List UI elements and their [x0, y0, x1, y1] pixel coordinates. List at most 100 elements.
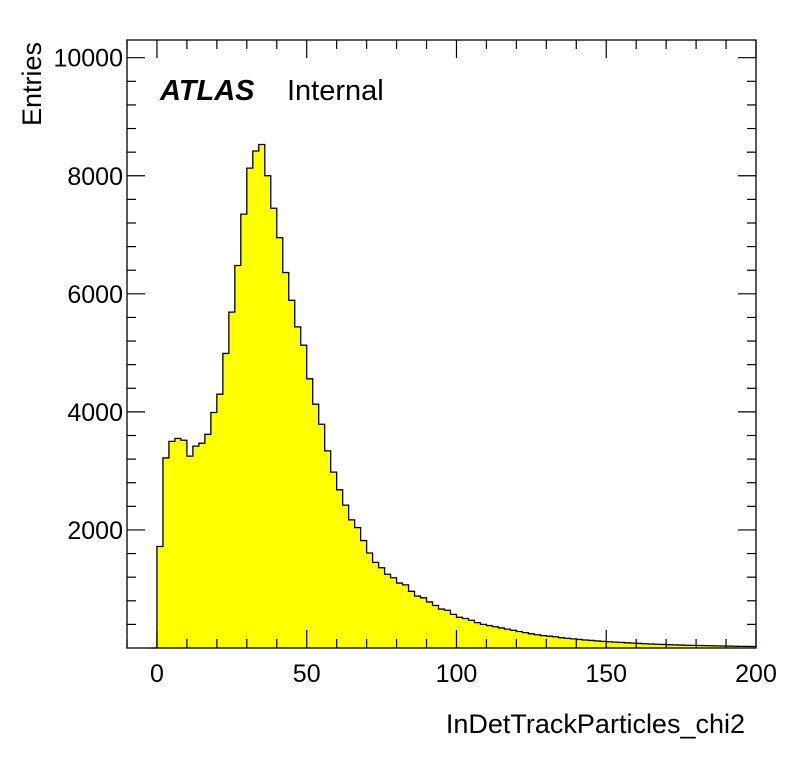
histogram-bin — [324, 450, 332, 648]
histogram-bin — [516, 631, 523, 648]
histogram-bin — [372, 562, 379, 648]
histogram-outline — [150, 143, 756, 649]
histogram-bin — [168, 441, 176, 648]
histogram-bin — [336, 489, 344, 648]
histogram-bin — [630, 643, 637, 648]
histogram-bin — [618, 642, 625, 648]
histogram-bin — [696, 645, 703, 648]
histogram-bin — [330, 472, 338, 648]
histogram-bin — [510, 630, 517, 648]
histogram-bin — [480, 624, 487, 648]
x-tick-label: 50 — [293, 660, 321, 688]
histogram-bin — [594, 640, 601, 648]
histogram-bin — [648, 643, 655, 648]
y-tick-label: 4000 — [67, 399, 123, 427]
histogram-bin — [642, 643, 649, 648]
histogram-bin — [360, 540, 368, 648]
histogram-bin — [738, 646, 745, 648]
histogram-bin — [750, 646, 757, 648]
histogram-bin — [732, 646, 739, 648]
histogram-bin — [156, 546, 164, 648]
histogram-bin — [462, 618, 469, 648]
histogram-bin — [204, 434, 212, 648]
histogram-bin — [384, 574, 391, 648]
histogram-bin — [420, 597, 427, 648]
histogram-bin — [306, 378, 314, 648]
histogram-bin — [396, 583, 403, 648]
histogram-bin — [216, 394, 224, 648]
histogram-bars — [156, 144, 757, 649]
plot-frame — [126, 39, 757, 649]
histogram-bin — [564, 638, 571, 648]
histogram-bin — [492, 626, 499, 648]
histogram-bin — [414, 596, 421, 648]
histogram-bin — [684, 645, 691, 648]
histogram-bin — [276, 237, 284, 649]
histogram-bin — [474, 622, 481, 648]
histogram-bin — [558, 637, 565, 648]
histogram-bin — [186, 456, 194, 648]
internal-label: Internal — [287, 75, 384, 107]
x-tick-label: 200 — [735, 660, 777, 688]
histogram-bin — [522, 632, 529, 648]
histogram-bin — [342, 505, 350, 648]
histogram-bin — [198, 443, 206, 648]
histogram-bin — [612, 642, 619, 648]
histogram-bin — [366, 552, 374, 648]
y-tick-label: 2000 — [67, 517, 123, 545]
x-tick-label: 0 — [150, 660, 164, 688]
histogram-bin — [234, 265, 242, 648]
histogram-bin — [402, 584, 409, 648]
histogram-bin — [720, 645, 727, 648]
histogram-bin — [408, 591, 415, 648]
histogram-bin — [294, 326, 302, 648]
x-tick-label: 150 — [585, 660, 627, 688]
histogram-bin — [486, 625, 493, 648]
y-tick-label: 8000 — [67, 163, 123, 191]
histogram-bin — [450, 614, 457, 648]
histogram-bin — [744, 646, 751, 648]
histogram-bin — [636, 643, 643, 648]
histogram-bin — [576, 639, 583, 648]
histogram-bin — [180, 440, 188, 648]
histogram-bin — [174, 438, 182, 648]
y-tick-label: 10000 — [53, 45, 123, 73]
histogram-bin — [672, 644, 679, 648]
histogram-bin — [726, 646, 733, 648]
tick-labels: 0 50 100 150 200 2000 4000 6000 8000 10000 — [53, 45, 776, 688]
histogram-bin — [624, 642, 631, 648]
histogram-bin — [378, 567, 385, 648]
x-axis-label: InDetTrackParticles_chi2 — [446, 709, 745, 739]
histogram-bin — [504, 629, 511, 648]
histogram-bin — [312, 404, 320, 648]
histogram-bin — [282, 272, 290, 648]
histogram-bin — [654, 644, 661, 648]
histogram-bin — [582, 640, 589, 648]
histogram-bin — [210, 412, 218, 648]
histogram-bin — [444, 610, 451, 648]
histogram-bin — [240, 214, 248, 648]
histogram-bin — [228, 312, 236, 648]
histogram-bin — [258, 144, 266, 648]
histogram-bin — [432, 605, 439, 648]
histogram-bin — [498, 627, 505, 648]
histogram-bin — [660, 644, 667, 648]
y-tick-label: 6000 — [67, 281, 123, 309]
histogram-bin — [702, 645, 709, 648]
histogram-bin — [438, 609, 445, 648]
histogram-bin — [540, 635, 547, 648]
histogram-bin — [534, 634, 541, 648]
histogram-bin — [426, 601, 433, 648]
histogram-bin — [678, 645, 685, 648]
y-axis-label: Entries — [17, 42, 47, 126]
histogram-bin — [600, 641, 607, 648]
histogram-bin — [468, 620, 475, 648]
histogram-bin — [666, 644, 673, 648]
x-tick-label: 100 — [436, 660, 478, 688]
histogram-bin — [606, 641, 613, 648]
histogram-bin — [348, 519, 356, 648]
histogram-bin — [588, 640, 595, 648]
histogram-bin — [708, 645, 715, 648]
histogram-bin — [252, 150, 260, 648]
